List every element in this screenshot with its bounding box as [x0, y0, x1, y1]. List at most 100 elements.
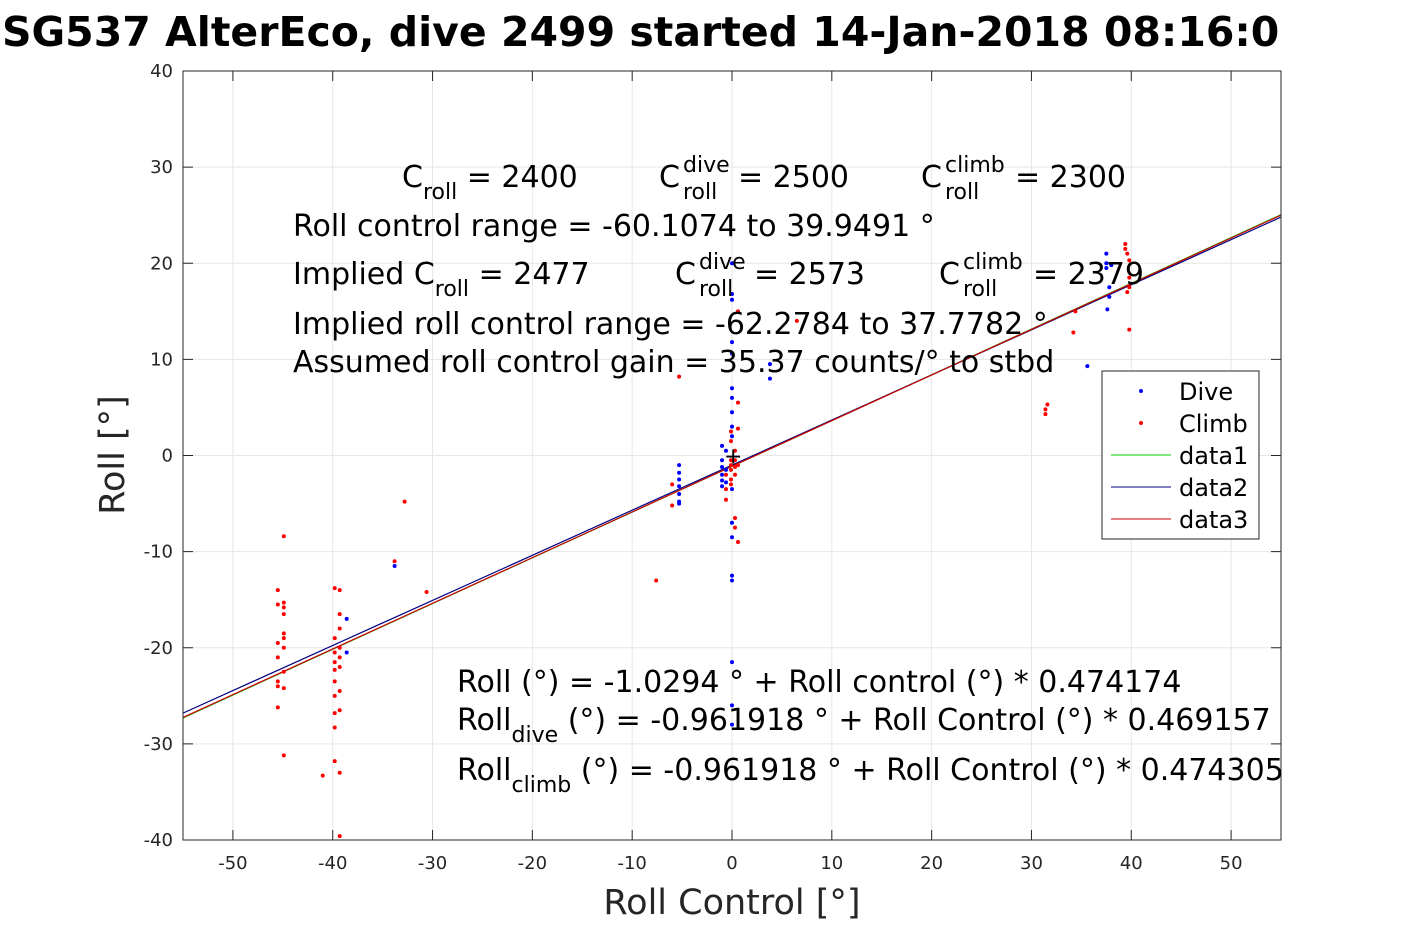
legend-climb-label: Climb [1179, 410, 1248, 438]
dive-point [730, 351, 734, 356]
annotation-implied-c-roll: Implied Croll = 2477 [293, 257, 590, 302]
climb-point [732, 448, 737, 453]
climb-point [332, 711, 337, 716]
x-tick-label: 0 [726, 853, 737, 874]
climb-point [332, 679, 337, 684]
dive-point [730, 535, 734, 540]
dive-point [730, 292, 734, 297]
climb-point [281, 753, 286, 758]
dive-point [677, 463, 682, 468]
dive-point [730, 520, 734, 525]
dive-point [1104, 266, 1109, 271]
climb-point [332, 725, 337, 730]
dive-point [1104, 261, 1109, 266]
climb-point [337, 689, 342, 694]
climb-point [729, 482, 734, 487]
dive-point [724, 448, 729, 453]
annotation-c-roll-climb-base: C [921, 160, 942, 195]
dive-point [720, 443, 725, 448]
climb-point [729, 439, 734, 444]
dive-point [1085, 364, 1090, 369]
dive-point [720, 458, 725, 463]
annotation-implied-c-dive-value: = 2573 [754, 257, 865, 292]
climb-point [332, 660, 337, 665]
y-tick-label: 20 [150, 253, 173, 274]
dive-point [1105, 307, 1110, 312]
climb-point [1123, 246, 1128, 251]
dive-point [730, 340, 734, 345]
climb-point [1045, 402, 1050, 407]
legend-data1-label: data1 [1179, 442, 1248, 470]
x-tick-label: -50 [218, 853, 247, 874]
climb-point [281, 600, 286, 605]
annotation-c-roll-dive-subscript: roll [683, 180, 717, 205]
climb-point [1127, 327, 1132, 332]
climb-point [402, 499, 407, 504]
climb-point [1127, 258, 1132, 263]
dive-point [720, 484, 725, 489]
climb-point [281, 534, 286, 539]
climb-point [332, 636, 337, 641]
dive-point [1107, 294, 1112, 299]
dive-point [730, 703, 734, 708]
annotation-fit-dive: Rolldive (°) = -0.961918 ° + Roll Contro… [457, 703, 1271, 748]
annotation-implied-c-climb-base: C [939, 257, 960, 292]
climb-point [275, 679, 280, 684]
climb-point [735, 463, 740, 468]
annotation-c-roll-climb-subscript: roll [945, 180, 979, 205]
climb-point [1073, 309, 1078, 314]
annotation-implied-c-dive-base: C [675, 257, 696, 292]
dive-point [730, 722, 734, 727]
annotation-implied-c-dive-sup: dive [699, 250, 746, 275]
climb-point [724, 472, 729, 477]
climb-point [281, 686, 286, 691]
dive-point [730, 424, 734, 429]
x-tick-label: 40 [1120, 853, 1143, 874]
dive-point [677, 484, 682, 489]
legend: Dive Climb data1 data2 data3 [1101, 370, 1260, 540]
axis-ticks [183, 70, 1281, 841]
dive-point [730, 261, 734, 266]
climb-point [670, 482, 675, 487]
climb-point [275, 655, 280, 660]
data-points: + [275, 242, 1132, 839]
annotation-fit-all: Roll (°) = -1.0294 ° + Roll control (°) … [457, 665, 1181, 700]
climb-point [670, 503, 675, 508]
climb-point [320, 773, 325, 778]
dive-point [677, 501, 682, 506]
dive-point [392, 564, 397, 569]
climb-point [1123, 242, 1128, 247]
y-tick-labels: -40 -30 -20 -10 0 10 20 30 40 [144, 61, 173, 851]
climb-point [337, 626, 342, 631]
climb-point [275, 588, 280, 593]
x-tick-labels: -50 -40 -30 -20 -10 0 10 20 30 40 50 [218, 853, 1242, 874]
dive-point [730, 395, 734, 400]
dive-point [767, 376, 772, 381]
y-tick-label: 10 [150, 349, 173, 370]
dive-point [720, 472, 725, 477]
climb-point [735, 309, 740, 314]
dive-point [730, 410, 734, 415]
origin-marker: + [724, 445, 742, 470]
climb-point [735, 426, 740, 431]
climb-point [1125, 251, 1130, 256]
climb-point [1127, 275, 1132, 280]
climb-point [729, 458, 734, 463]
climb-point [337, 612, 342, 617]
climb-point [732, 525, 737, 530]
climb-point [424, 589, 429, 594]
dive-point [720, 465, 725, 470]
dive-point [767, 362, 772, 367]
climb-point [332, 650, 337, 655]
dive-point [677, 477, 682, 482]
annotation-implied-range: Implied roll control range = -62.2784 to… [293, 307, 1048, 342]
climb-point [724, 487, 729, 492]
legend-climb-marker [1139, 421, 1143, 425]
climb-point [281, 605, 286, 610]
climb-point [677, 374, 682, 379]
annotation-c-roll-climb-value: = 2300 [1015, 160, 1126, 195]
climb-point [281, 612, 286, 617]
dive-point [720, 478, 725, 483]
y-axis-label: Roll [°] [93, 395, 133, 515]
annotation-c-roll-dive-sup: dive [683, 153, 730, 178]
